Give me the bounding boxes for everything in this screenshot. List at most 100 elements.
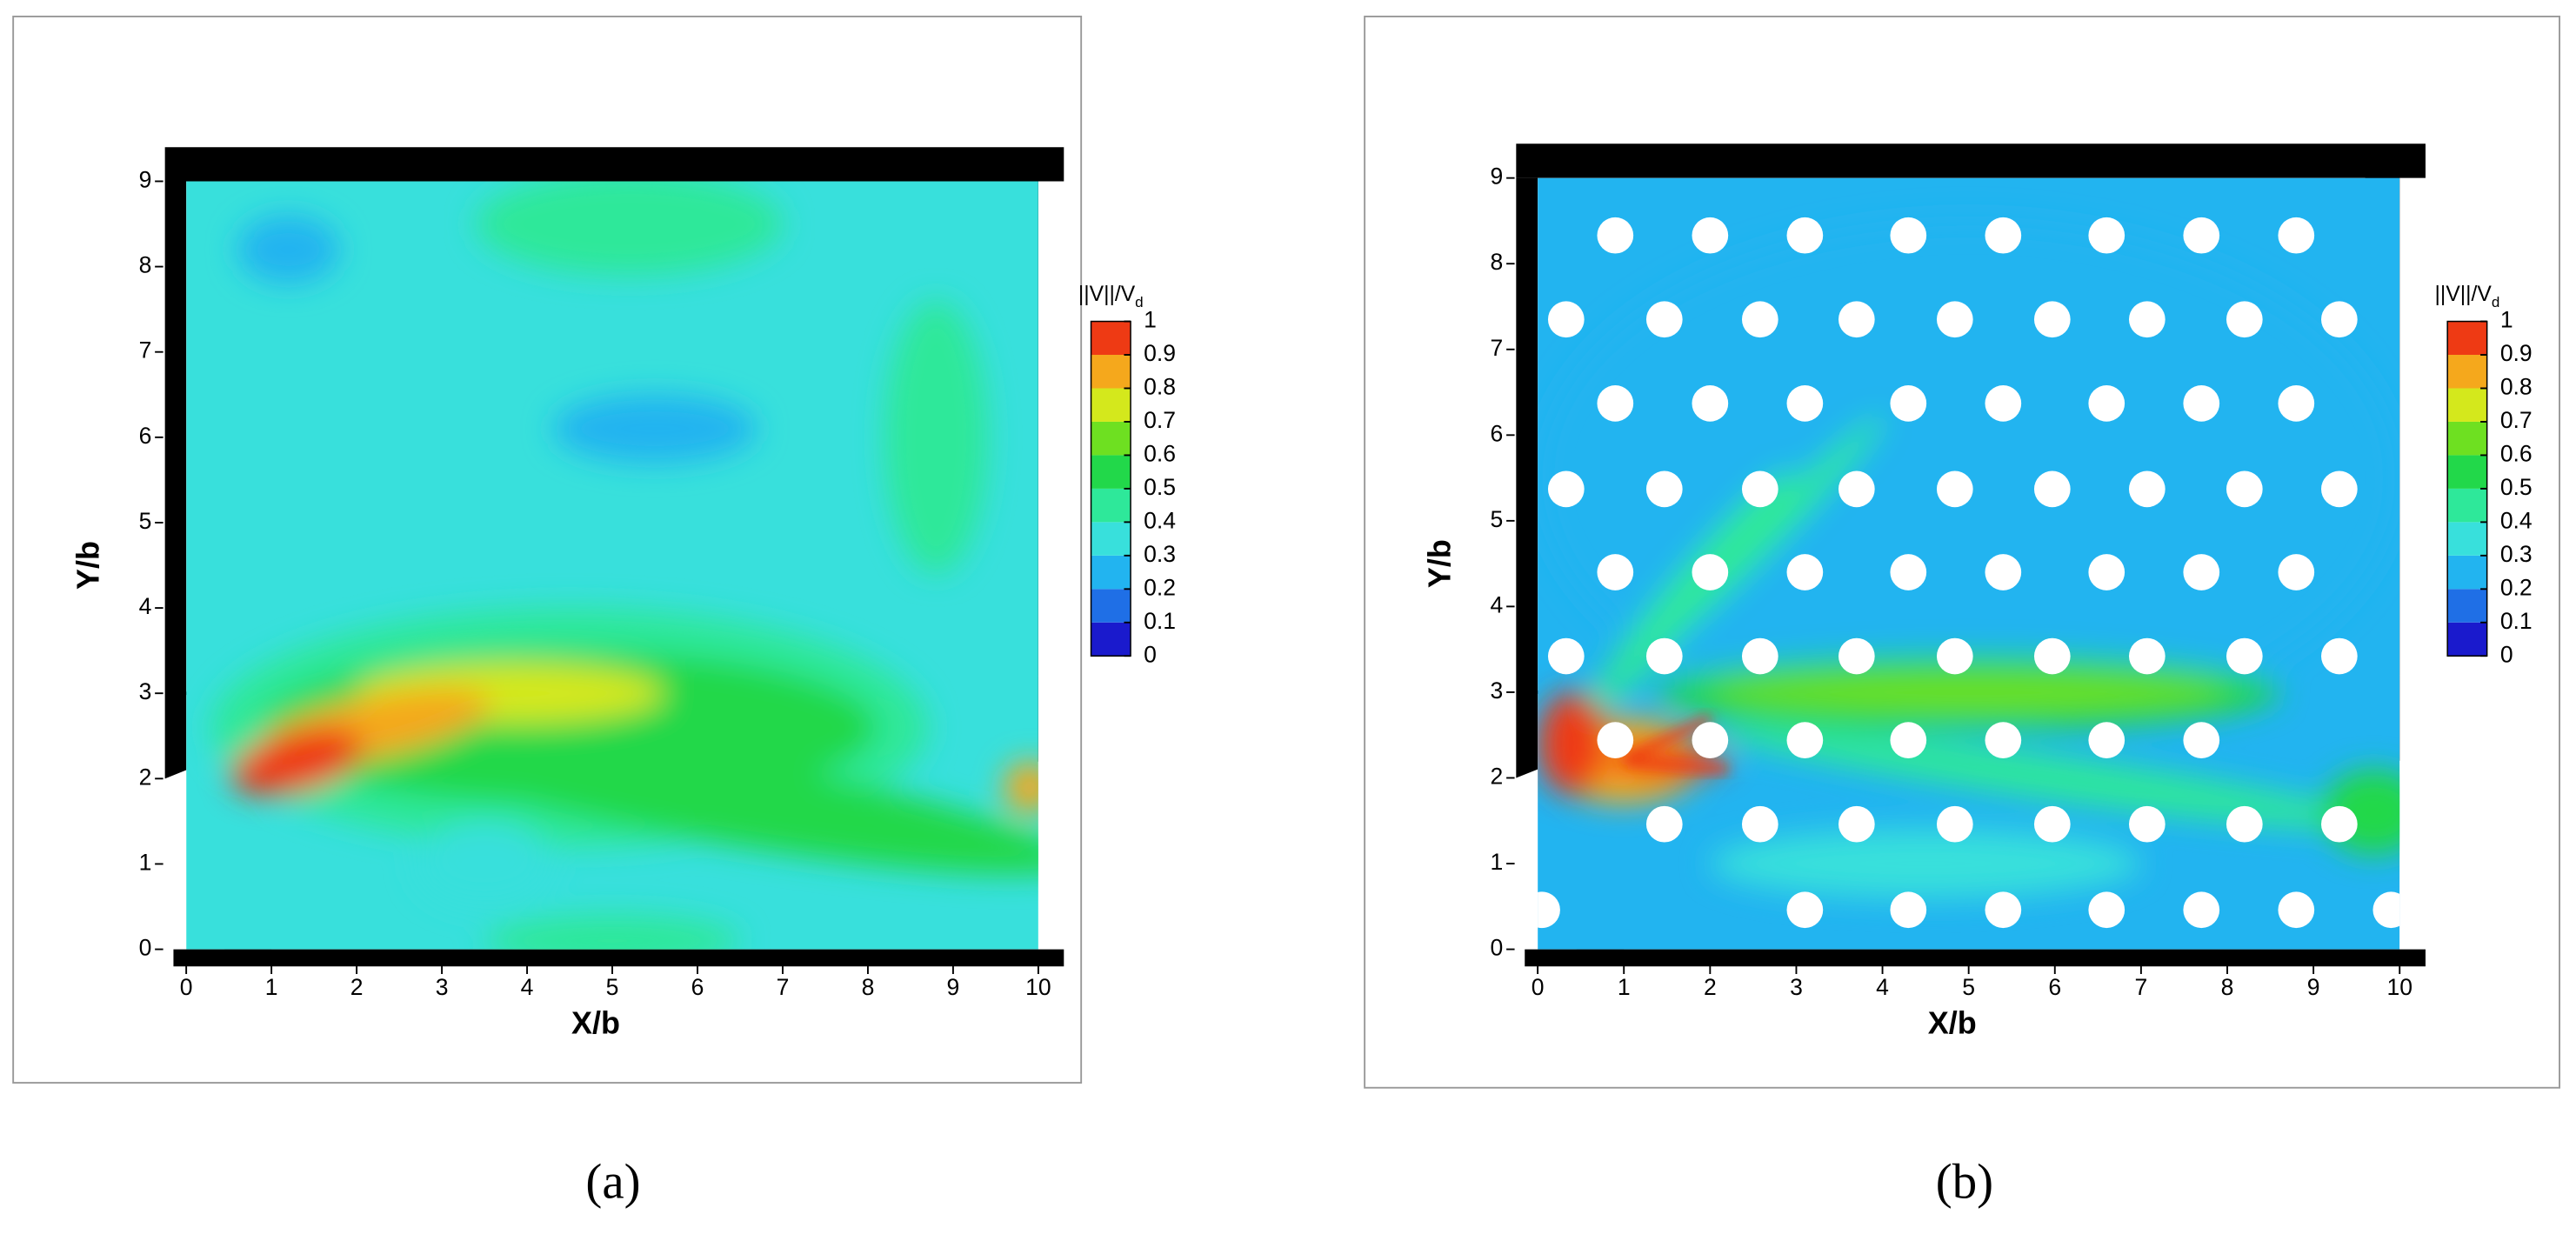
colorbar-tick-label: 0.5 — [2500, 474, 2533, 500]
cylinder — [1597, 217, 1634, 254]
cylinder — [1890, 384, 1927, 422]
cylinder — [1786, 722, 1824, 758]
contour-region — [1538, 691, 1607, 796]
colorbar-tick-label: 0 — [1144, 641, 1157, 667]
cylinder — [1645, 470, 1683, 508]
colorbar-tick-label: 1 — [1144, 307, 1157, 333]
colorbar-band — [1091, 388, 1131, 422]
cylinder — [1838, 805, 1875, 843]
cylinder — [1741, 470, 1779, 508]
colorbar-tick-label: 0.6 — [2500, 440, 2533, 466]
colorbar-tick-label: 0.1 — [1144, 608, 1176, 634]
y-tick-label: 2 — [139, 764, 152, 790]
cylinder — [2088, 554, 2126, 590]
cylinder — [2183, 217, 2220, 254]
cylinder — [1692, 384, 1729, 422]
colorbar-band — [2447, 488, 2487, 523]
x-tick-label: 0 — [1532, 974, 1545, 1000]
cylinder — [2278, 554, 2315, 590]
colorbar-band — [1091, 622, 1131, 657]
colorbar-band — [1091, 355, 1131, 389]
colorbar-label-sub: d — [1135, 294, 1143, 310]
x-tick-label: 6 — [2048, 974, 2061, 1000]
x-tick-label: 7 — [777, 974, 790, 1000]
cylinder — [1597, 554, 1634, 590]
colorbar-tick-label: 0.1 — [2500, 608, 2533, 634]
wall — [164, 147, 1064, 182]
cylinder — [1786, 554, 1824, 590]
cylinder — [1741, 301, 1779, 338]
colorbar-label: ||V||/Vd — [2435, 283, 2500, 311]
cylinder — [2033, 301, 2071, 338]
colorbar-tick-label: 0.3 — [2500, 541, 2533, 567]
cylinder — [2321, 301, 2358, 338]
colorbar-tick-label: 0.5 — [1144, 474, 1176, 500]
y-tick-label: 2 — [1491, 763, 1504, 789]
cylinder — [1786, 217, 1824, 254]
x-tick-label: 9 — [2307, 974, 2320, 1000]
x-tick-label: 2 — [1704, 974, 1717, 1000]
panel-caption: (a) — [585, 1155, 640, 1210]
cylinder — [1838, 301, 1875, 338]
cylinder — [1985, 722, 2022, 758]
colorbar-tick-label: 0.6 — [1144, 440, 1176, 466]
x-axis-label: X/b — [1928, 1004, 1977, 1040]
cylinder — [1786, 384, 1824, 422]
cylinder — [1538, 891, 1560, 929]
colorbar-band — [2447, 355, 2487, 389]
y-tick-label: 7 — [1491, 335, 1504, 361]
colorbar-band — [2447, 555, 2487, 590]
colorbar-band — [1091, 421, 1131, 456]
y-tick-label: 8 — [1491, 249, 1504, 275]
y-axis-label: Y/b — [70, 541, 106, 590]
cylinder — [1692, 217, 1729, 254]
cylinder — [1597, 384, 1634, 422]
y-tick-label: 4 — [1491, 591, 1504, 617]
cylinder — [1890, 217, 1927, 254]
colorbar-tick-label: 0.7 — [1144, 407, 1176, 433]
flow-field — [186, 181, 1038, 950]
wall — [1525, 949, 2426, 967]
colorbar-band — [1091, 321, 1131, 356]
x-tick-label: 3 — [1790, 974, 1803, 1000]
colorbar-tick-label: 0.9 — [1144, 340, 1176, 366]
x-tick-label: 6 — [691, 974, 704, 1000]
y-tick-label: 3 — [1491, 677, 1504, 704]
cylinder — [1597, 722, 1634, 758]
colorbar-tick-label: 0.7 — [2500, 407, 2533, 433]
colorbar-band — [2447, 622, 2487, 657]
cylinder — [1692, 722, 1729, 758]
contour-region — [484, 915, 740, 950]
contour-region — [1639, 415, 1885, 661]
wall — [1516, 143, 2426, 178]
contour-region — [1710, 675, 2228, 710]
contour-region — [230, 727, 364, 796]
x-tick-label: 8 — [862, 974, 875, 1000]
colorbar-tick-label: 0.2 — [2500, 574, 2533, 600]
cylinder — [1890, 722, 1927, 758]
colorbar-tick-label: 0.8 — [1144, 373, 1176, 399]
x-tick-label: 9 — [947, 974, 960, 1000]
cylinder — [2278, 384, 2315, 422]
cylinder — [2226, 805, 2263, 843]
cylinder — [2372, 891, 2400, 929]
cylinder — [2128, 301, 2166, 338]
y-tick-label: 4 — [139, 593, 152, 619]
contour-region — [1004, 761, 1038, 813]
panel-caption: (b) — [1936, 1155, 1993, 1210]
cylinder — [2088, 384, 2126, 422]
y-tick-label: 0 — [1491, 935, 1504, 961]
cylinder — [2128, 637, 2166, 675]
x-tick-label: 1 — [1618, 974, 1631, 1000]
colorbar-band — [1091, 455, 1131, 489]
y-tick-label: 6 — [139, 423, 152, 449]
cylinder — [2226, 470, 2263, 508]
cylinder — [2033, 470, 2071, 508]
colorbar-band — [2447, 421, 2487, 456]
cylinder — [1890, 891, 1927, 929]
cylinder — [2183, 384, 2220, 422]
y-tick-label: 6 — [1491, 420, 1504, 446]
cylinder — [2321, 637, 2358, 675]
colorbar-band — [2447, 321, 2487, 356]
